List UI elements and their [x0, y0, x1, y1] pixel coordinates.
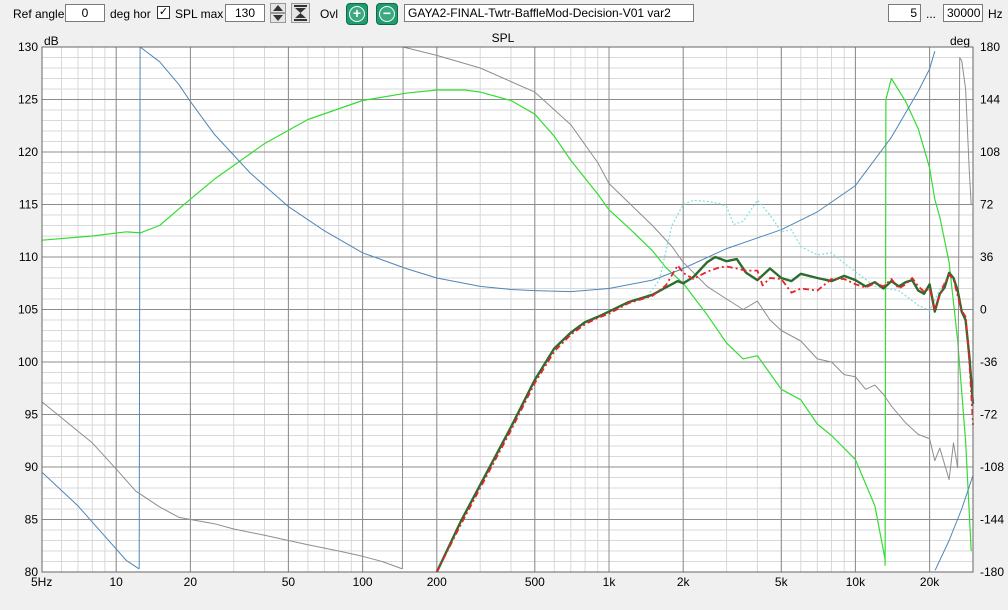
- series-line-8: [644, 199, 950, 312]
- series-line-3: [138, 46, 936, 569]
- hourglass-icon: [294, 5, 307, 21]
- x-tick-label: 50: [282, 575, 296, 589]
- freq-min-input[interactable]: 5: [888, 4, 921, 22]
- series-line-10: [435, 264, 974, 573]
- y-tick-label: 115: [19, 198, 38, 212]
- y-tick-label: 80: [25, 565, 39, 579]
- y-tick-label: 90: [25, 460, 39, 474]
- ref-angle-input[interactable]: 0: [65, 4, 105, 22]
- freq-unit-label: Hz: [988, 7, 1003, 21]
- spin-down-button[interactable]: [270, 13, 286, 23]
- spin-up-button[interactable]: [270, 3, 286, 13]
- chart-title: SPL: [492, 31, 515, 45]
- plus-icon: +: [349, 6, 365, 22]
- design-name-field[interactable]: GAYA2-FINAL-Twtr-BaffleMod-Decision-V01 …: [404, 4, 694, 22]
- freq-separator: ...: [926, 7, 937, 21]
- y2-tick-label: -36: [980, 355, 998, 369]
- x-tick-label: 2k: [677, 575, 691, 589]
- plot-border: [41, 46, 974, 573]
- fit-range-button[interactable]: [291, 3, 310, 23]
- spl-max-label: SPL max: [175, 7, 224, 21]
- y-tick-label: 120: [18, 145, 38, 159]
- freq-max-input[interactable]: 30000: [943, 4, 983, 22]
- ovl-label: Ovl: [320, 7, 338, 21]
- x-tick-label: 5Hz: [31, 575, 52, 589]
- ref-angle-unit: deg hor: [110, 7, 151, 21]
- triangle-down-icon: [273, 15, 283, 21]
- remove-overlay-button[interactable]: −: [376, 3, 398, 25]
- y-tick-label: 100: [18, 355, 38, 369]
- y2-tick-label: -144: [980, 513, 1004, 527]
- toolbar: Ref angle 0 deg hor ✓ SPL max 130 Ovl + …: [0, 0, 1008, 28]
- series-line-2: [41, 471, 140, 570]
- y2-tick-label: 72: [980, 198, 994, 212]
- x-tick-label: 10: [109, 575, 123, 589]
- x-tick-label: 5k: [775, 575, 789, 589]
- series-line-0: [41, 89, 886, 560]
- x-tick-label: 20: [184, 575, 198, 589]
- y-tick-label: 95: [25, 408, 39, 422]
- y2-tick-label: 0: [980, 303, 987, 317]
- y2-tick-label: -108: [980, 460, 1004, 474]
- y2-axis-label: deg: [950, 34, 970, 48]
- x-tick-label: 500: [525, 575, 545, 589]
- y2-tick-label: -180: [980, 565, 1004, 579]
- y-tick-label: 130: [18, 40, 38, 54]
- x-tick-label: 200: [427, 575, 447, 589]
- spl-max-spinner: [270, 3, 286, 23]
- series-line-7: [957, 57, 972, 469]
- series-line-1: [884, 77, 972, 566]
- ref-angle-label: Ref angle: [13, 7, 65, 21]
- y-tick-label: 125: [18, 93, 38, 107]
- minus-icon: −: [379, 6, 395, 22]
- x-tick-label: 10k: [846, 575, 866, 589]
- y2-tick-label: 36: [980, 250, 994, 264]
- x-tick-label: 1k: [603, 575, 617, 589]
- triangle-up-icon: [273, 5, 283, 11]
- y-axis-label: dB: [44, 34, 59, 48]
- y2-tick-label: -72: [980, 408, 998, 422]
- spl-max-checkbox[interactable]: ✓: [157, 6, 170, 19]
- y2-tick-label: 108: [980, 145, 1000, 159]
- x-tick-label: 100: [353, 575, 373, 589]
- series-line-6: [401, 46, 959, 569]
- x-tick-label: 20k: [920, 575, 940, 589]
- y-tick-label: 85: [25, 513, 39, 527]
- series-line-5: [41, 401, 403, 570]
- y2-tick-label: 180: [980, 40, 1000, 54]
- y-tick-label: 105: [18, 303, 38, 317]
- add-overlay-button[interactable]: +: [346, 3, 368, 25]
- y2-tick-label: 144: [980, 93, 1000, 107]
- y-tick-label: 110: [19, 250, 38, 264]
- series-line-4: [934, 475, 974, 571]
- spl-max-input[interactable]: 130: [225, 4, 265, 22]
